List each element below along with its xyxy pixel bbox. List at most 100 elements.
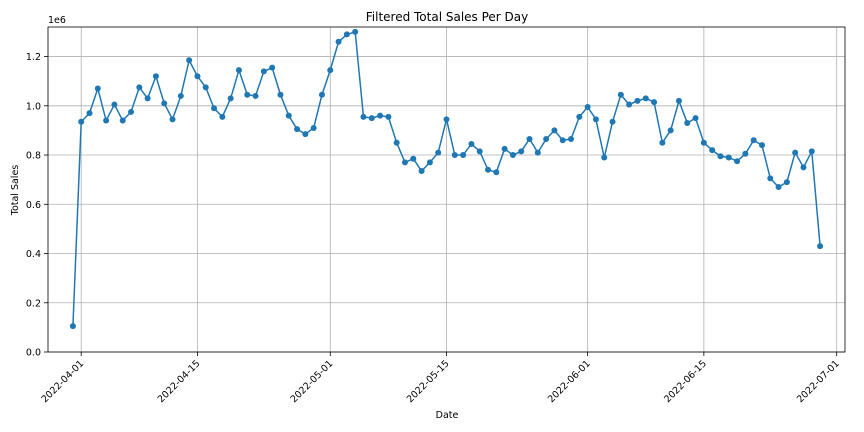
- y-tick-label: 1.0: [26, 101, 41, 112]
- x-tick-label: 2022-06-15: [662, 358, 709, 405]
- data-point: [252, 92, 259, 99]
- data-point: [667, 127, 674, 134]
- data-point: [700, 139, 707, 146]
- chart-title: Filtered Total Sales Per Day: [366, 10, 529, 24]
- data-point: [468, 140, 475, 147]
- data-point: [269, 64, 276, 71]
- data-point: [476, 148, 483, 155]
- data-point: [767, 175, 774, 182]
- data-point: [617, 91, 624, 98]
- data-point: [792, 149, 799, 156]
- data-point: [128, 108, 135, 115]
- data-point: [310, 124, 317, 131]
- data-point: [94, 85, 101, 92]
- data-point: [817, 243, 824, 250]
- data-point: [119, 117, 126, 124]
- data-point: [294, 126, 301, 133]
- data-point: [559, 137, 566, 144]
- grid-lines: [48, 27, 845, 353]
- data-point: [177, 92, 184, 99]
- data-point: [152, 73, 159, 80]
- data-point: [526, 136, 533, 143]
- y-tick-label: 1.2: [26, 52, 41, 63]
- data-point: [501, 145, 508, 152]
- y-tick-label: 0.2: [26, 298, 41, 309]
- data-point: [202, 84, 209, 91]
- y-tick-label: 0.6: [26, 200, 41, 211]
- data-point: [194, 73, 201, 80]
- data-point: [485, 166, 492, 173]
- data-point: [551, 127, 558, 134]
- x-tick-label: 2022-07-01: [795, 358, 842, 405]
- data-point: [626, 101, 633, 108]
- data-point: [211, 105, 218, 112]
- data-point: [377, 112, 384, 119]
- data-point: [576, 113, 583, 120]
- data-point: [144, 95, 151, 102]
- x-tick-label: 2022-05-15: [405, 358, 452, 405]
- data-point: [161, 100, 168, 107]
- data-point: [86, 110, 93, 117]
- data-point: [302, 131, 309, 138]
- data-point: [460, 152, 467, 159]
- data-point: [285, 112, 292, 119]
- data-point: [634, 97, 641, 104]
- series-points: [69, 28, 824, 330]
- data-point: [169, 116, 176, 123]
- x-tick-label: 2022-06-01: [546, 358, 593, 405]
- data-point: [568, 136, 575, 143]
- y-tick-label: 0.4: [26, 249, 41, 260]
- data-point: [609, 118, 616, 125]
- data-point: [186, 57, 193, 64]
- x-axis-ticks: 2022-04-01 2022-04-15 2022-05-01 2022-05-15…: [40, 352, 842, 405]
- data-point: [219, 113, 226, 120]
- data-point: [709, 147, 716, 154]
- data-point: [651, 99, 658, 106]
- data-point: [684, 120, 691, 127]
- x-tick-label: 2022-04-15: [156, 358, 203, 405]
- data-point: [368, 115, 375, 122]
- data-point: [418, 168, 425, 175]
- data-point: [260, 68, 267, 75]
- data-point: [717, 153, 724, 160]
- data-point: [401, 159, 408, 166]
- data-point: [742, 150, 749, 157]
- data-point: [659, 139, 666, 146]
- data-point: [277, 91, 284, 98]
- y-axis-ticks: 0.0 0.2 0.4 0.6 0.8 1.0 1.2: [26, 52, 48, 359]
- data-point: [111, 101, 118, 108]
- data-point: [385, 113, 392, 120]
- data-point: [493, 169, 500, 176]
- x-tick-label: 2022-04-01: [40, 358, 87, 405]
- data-point: [235, 67, 242, 74]
- data-point: [393, 139, 400, 146]
- data-point: [335, 38, 342, 45]
- x-axis-label: Date: [436, 410, 459, 421]
- data-point: [443, 116, 450, 123]
- data-point: [750, 137, 757, 144]
- data-point: [592, 116, 599, 123]
- data-point: [343, 31, 350, 38]
- data-point: [725, 154, 732, 161]
- data-point: [808, 148, 815, 155]
- data-point: [327, 67, 334, 74]
- data-point: [783, 179, 790, 186]
- data-point: [78, 118, 85, 125]
- data-point: [435, 149, 442, 156]
- data-point: [244, 91, 251, 98]
- data-point: [69, 323, 76, 330]
- data-point: [775, 184, 782, 191]
- data-point: [136, 84, 143, 91]
- y-tick-label: 0.8: [26, 151, 41, 162]
- data-point: [675, 97, 682, 104]
- x-tick-label: 2022-05-01: [289, 358, 336, 405]
- data-point: [352, 28, 359, 35]
- data-point: [509, 152, 516, 159]
- data-point: [103, 117, 110, 124]
- data-point: [518, 148, 525, 155]
- y-tick-label: 0.0: [26, 348, 41, 359]
- data-point: [800, 164, 807, 171]
- data-point: [758, 142, 765, 149]
- data-point: [410, 155, 417, 162]
